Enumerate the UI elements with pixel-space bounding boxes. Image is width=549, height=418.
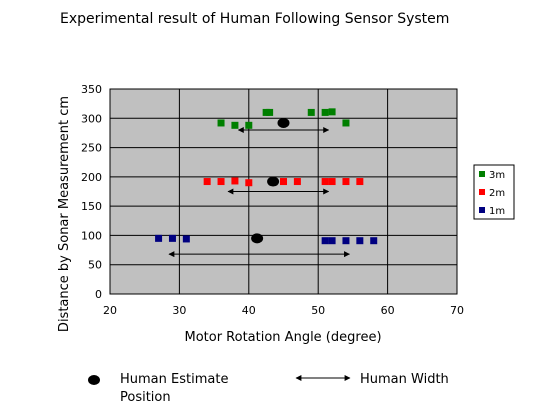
data-point (217, 119, 225, 127)
x-tick-label: 70 (450, 304, 464, 317)
series-3m (217, 108, 350, 129)
y-tick-label: 250 (81, 142, 102, 155)
y-tick-label: 350 (81, 83, 102, 96)
data-point (182, 235, 190, 243)
human-estimate-label: Human Estimate (120, 372, 228, 387)
data-point (231, 121, 239, 129)
data-point (280, 178, 287, 186)
data-point (342, 237, 350, 245)
y-tick-label: 0 (95, 288, 102, 301)
data-point (217, 178, 225, 186)
data-point (370, 237, 378, 245)
human-estimate-label-position: Position (120, 390, 171, 405)
human-estimate-point (267, 176, 280, 187)
data-point (155, 234, 163, 242)
data-point (321, 108, 329, 116)
y-tick-label: 300 (81, 112, 102, 125)
data-point (307, 108, 315, 116)
human-estimate-marker-icon (88, 375, 100, 385)
data-point (245, 121, 253, 129)
legend: 3m 2m 1m (473, 164, 515, 220)
x-tick-label: 30 (172, 304, 186, 317)
x-tick-label: 50 (311, 304, 325, 317)
chart-title: Experimental result of Human Following S… (60, 11, 449, 27)
data-point (356, 178, 364, 186)
y-axis-ticks: 0 50 100 150 200 250 300 350 (81, 83, 102, 301)
series-1m (155, 234, 378, 245)
human-estimates (251, 117, 290, 244)
x-tick-label: 60 (381, 304, 395, 317)
data-point (356, 237, 364, 245)
y-tick-label: 150 (81, 200, 102, 213)
series-2m (203, 177, 364, 187)
x-tick-label: 40 (242, 304, 256, 317)
data-series (155, 108, 378, 245)
data-point (342, 119, 350, 127)
x-axis-label: Motor Rotation Angle (degree) (184, 330, 381, 345)
human-width-label: Human Width (360, 372, 449, 387)
legend-swatch (479, 207, 485, 213)
human-estimate-point (277, 117, 290, 128)
human-width-arrows (168, 127, 351, 258)
data-point (321, 178, 329, 186)
data-point (168, 234, 176, 242)
annotation-key: Human Estimate Position Human Width (88, 372, 449, 405)
data-point (328, 178, 336, 186)
data-point (321, 237, 329, 245)
data-point (231, 177, 239, 185)
data-point (328, 237, 336, 245)
y-tick-label: 50 (88, 259, 102, 272)
data-point (245, 179, 253, 187)
legend-swatch (479, 171, 485, 177)
legend-label: 1m (489, 206, 505, 217)
data-point (266, 108, 274, 116)
x-tick-label: 20 (103, 304, 117, 317)
x-axis-ticks: 20 30 40 50 60 70 (103, 304, 464, 317)
data-point (203, 178, 211, 186)
legend-swatch (479, 189, 485, 195)
human-estimate-point (251, 233, 264, 244)
data-point (328, 108, 336, 116)
y-tick-label: 200 (81, 171, 102, 184)
legend-label: 3m (489, 170, 505, 181)
y-tick-label: 100 (81, 229, 102, 242)
data-point (342, 178, 350, 186)
legend-label: 2m (489, 188, 505, 199)
y-axis-label: Distance by Sonar Measurement cm (57, 96, 72, 332)
data-point (293, 178, 301, 186)
